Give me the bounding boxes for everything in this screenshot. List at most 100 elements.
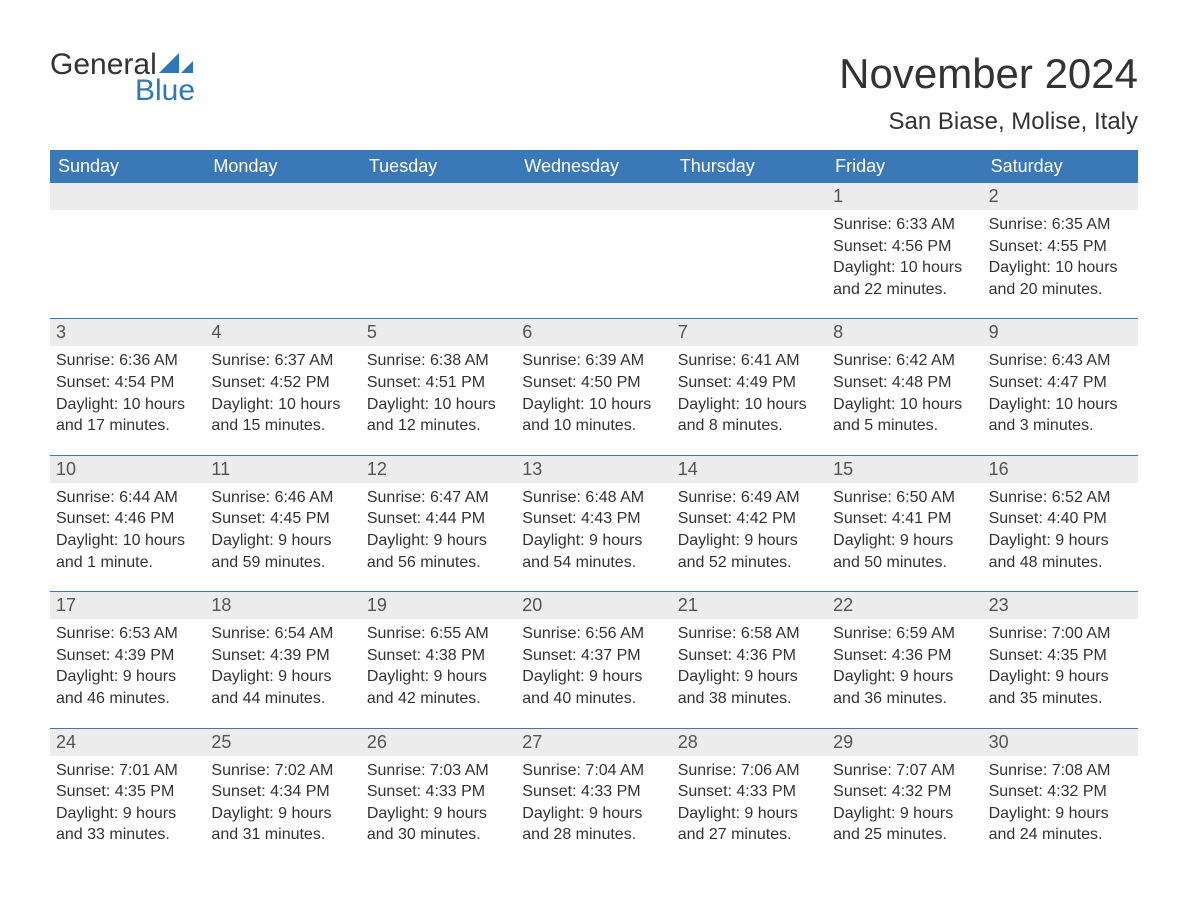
day-sunrise: Sunrise: 6:42 AM [833, 350, 976, 372]
day-sunset: Sunset: 4:39 PM [56, 645, 199, 667]
day-daylight2: and 17 minutes. [56, 415, 199, 437]
empty-daynum [50, 183, 205, 210]
day-number: 8 [827, 319, 982, 346]
day-daylight1: Daylight: 10 hours [833, 257, 976, 279]
day-daylight1: Daylight: 9 hours [367, 803, 510, 825]
day-number: 23 [983, 592, 1138, 619]
day-body: Sunrise: 6:35 AMSunset: 4:55 PMDaylight:… [983, 210, 1138, 300]
day-sunrise: Sunrise: 6:47 AM [367, 487, 510, 509]
day-body: Sunrise: 6:50 AMSunset: 4:41 PMDaylight:… [827, 483, 982, 573]
day-sunrise: Sunrise: 6:54 AM [211, 623, 354, 645]
day-daylight2: and 12 minutes. [367, 415, 510, 437]
calendar-cell: 21Sunrise: 6:58 AMSunset: 4:36 PMDayligh… [672, 592, 827, 715]
weekday-header: Wednesday [516, 150, 671, 183]
day-sunrise: Sunrise: 6:37 AM [211, 350, 354, 372]
calendar-cell: 13Sunrise: 6:48 AMSunset: 4:43 PMDayligh… [516, 456, 671, 579]
calendar-cell: 23Sunrise: 7:00 AMSunset: 4:35 PMDayligh… [983, 592, 1138, 715]
day-sunset: Sunset: 4:54 PM [56, 372, 199, 394]
calendar-cell: 11Sunrise: 6:46 AMSunset: 4:45 PMDayligh… [205, 456, 360, 579]
logo: General Blue [50, 50, 195, 106]
day-daylight2: and 24 minutes. [989, 824, 1132, 846]
day-daylight1: Daylight: 9 hours [367, 530, 510, 552]
day-daylight2: and 31 minutes. [211, 824, 354, 846]
calendar-cell: 26Sunrise: 7:03 AMSunset: 4:33 PMDayligh… [361, 729, 516, 852]
weekday-header: Monday [205, 150, 360, 183]
day-sunrise: Sunrise: 6:48 AM [522, 487, 665, 509]
day-body: Sunrise: 7:03 AMSunset: 4:33 PMDaylight:… [361, 756, 516, 846]
calendar-cell: 18Sunrise: 6:54 AMSunset: 4:39 PMDayligh… [205, 592, 360, 715]
header: General Blue November 2024 San Biase, Mo… [50, 50, 1138, 142]
day-daylight2: and 22 minutes. [833, 279, 976, 301]
day-sunset: Sunset: 4:33 PM [367, 781, 510, 803]
day-daylight1: Daylight: 9 hours [211, 530, 354, 552]
day-sunrise: Sunrise: 6:39 AM [522, 350, 665, 372]
day-daylight2: and 56 minutes. [367, 552, 510, 574]
empty-daynum [516, 183, 671, 210]
day-sunrise: Sunrise: 6:58 AM [678, 623, 821, 645]
day-number: 12 [361, 456, 516, 483]
day-number: 6 [516, 319, 671, 346]
day-body: Sunrise: 6:58 AMSunset: 4:36 PMDaylight:… [672, 619, 827, 709]
day-number: 3 [50, 319, 205, 346]
day-number: 20 [516, 592, 671, 619]
day-daylight1: Daylight: 10 hours [678, 394, 821, 416]
calendar-header: SundayMondayTuesdayWednesdayThursdayFrid… [50, 150, 1138, 183]
day-sunset: Sunset: 4:38 PM [367, 645, 510, 667]
day-body: Sunrise: 6:37 AMSunset: 4:52 PMDaylight:… [205, 346, 360, 436]
day-daylight2: and 48 minutes. [989, 552, 1132, 574]
day-body: Sunrise: 6:39 AMSunset: 4:50 PMDaylight:… [516, 346, 671, 436]
day-sunrise: Sunrise: 6:33 AM [833, 214, 976, 236]
day-sunrise: Sunrise: 6:44 AM [56, 487, 199, 509]
day-number: 5 [361, 319, 516, 346]
calendar-cell: 5Sunrise: 6:38 AMSunset: 4:51 PMDaylight… [361, 319, 516, 442]
day-daylight2: and 46 minutes. [56, 688, 199, 710]
day-body: Sunrise: 7:07 AMSunset: 4:32 PMDaylight:… [827, 756, 982, 846]
day-body: Sunrise: 6:54 AMSunset: 4:39 PMDaylight:… [205, 619, 360, 709]
day-number: 18 [205, 592, 360, 619]
day-number: 22 [827, 592, 982, 619]
day-sunset: Sunset: 4:44 PM [367, 508, 510, 530]
day-body: Sunrise: 6:41 AMSunset: 4:49 PMDaylight:… [672, 346, 827, 436]
calendar-cell: 6Sunrise: 6:39 AMSunset: 4:50 PMDaylight… [516, 319, 671, 442]
day-sunset: Sunset: 4:45 PM [211, 508, 354, 530]
day-daylight1: Daylight: 9 hours [211, 803, 354, 825]
day-number: 21 [672, 592, 827, 619]
day-body: Sunrise: 7:06 AMSunset: 4:33 PMDaylight:… [672, 756, 827, 846]
day-sunrise: Sunrise: 6:53 AM [56, 623, 199, 645]
month-title: November 2024 [839, 50, 1138, 98]
day-number: 13 [516, 456, 671, 483]
calendar-week: 10Sunrise: 6:44 AMSunset: 4:46 PMDayligh… [50, 455, 1138, 579]
day-sunset: Sunset: 4:34 PM [211, 781, 354, 803]
day-number: 19 [361, 592, 516, 619]
day-body: Sunrise: 6:52 AMSunset: 4:40 PMDaylight:… [983, 483, 1138, 573]
day-daylight2: and 40 minutes. [522, 688, 665, 710]
calendar-cell: 14Sunrise: 6:49 AMSunset: 4:42 PMDayligh… [672, 456, 827, 579]
calendar-cell: 10Sunrise: 6:44 AMSunset: 4:46 PMDayligh… [50, 456, 205, 579]
day-daylight2: and 59 minutes. [211, 552, 354, 574]
weekday-header: Tuesday [361, 150, 516, 183]
calendar-cell: 22Sunrise: 6:59 AMSunset: 4:36 PMDayligh… [827, 592, 982, 715]
day-sunrise: Sunrise: 6:55 AM [367, 623, 510, 645]
day-sunset: Sunset: 4:55 PM [989, 236, 1132, 258]
day-sunrise: Sunrise: 6:38 AM [367, 350, 510, 372]
day-daylight1: Daylight: 9 hours [678, 803, 821, 825]
day-sunset: Sunset: 4:33 PM [678, 781, 821, 803]
day-daylight1: Daylight: 10 hours [211, 394, 354, 416]
day-sunrise: Sunrise: 6:59 AM [833, 623, 976, 645]
day-daylight1: Daylight: 10 hours [56, 394, 199, 416]
calendar-cell: 20Sunrise: 6:56 AMSunset: 4:37 PMDayligh… [516, 592, 671, 715]
day-daylight1: Daylight: 9 hours [522, 803, 665, 825]
day-sunrise: Sunrise: 6:41 AM [678, 350, 821, 372]
day-sunrise: Sunrise: 7:08 AM [989, 760, 1132, 782]
day-daylight2: and 38 minutes. [678, 688, 821, 710]
day-sunset: Sunset: 4:36 PM [678, 645, 821, 667]
calendar-cell [672, 183, 827, 306]
day-daylight1: Daylight: 9 hours [522, 530, 665, 552]
day-daylight1: Daylight: 9 hours [522, 666, 665, 688]
day-daylight1: Daylight: 10 hours [367, 394, 510, 416]
day-number: 16 [983, 456, 1138, 483]
day-body: Sunrise: 6:48 AMSunset: 4:43 PMDaylight:… [516, 483, 671, 573]
day-daylight1: Daylight: 9 hours [678, 666, 821, 688]
day-body: Sunrise: 7:08 AMSunset: 4:32 PMDaylight:… [983, 756, 1138, 846]
day-number: 29 [827, 729, 982, 756]
